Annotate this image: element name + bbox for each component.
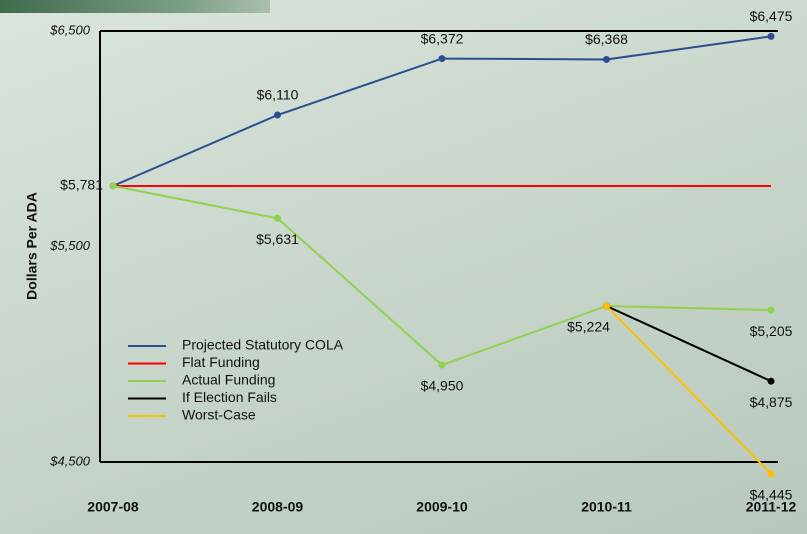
y-tick-label: $4,500	[49, 453, 91, 468]
data-point	[768, 470, 775, 477]
data-label: $6,372	[421, 30, 464, 46]
data-point	[768, 307, 775, 314]
data-point	[110, 182, 117, 189]
data-label: $5,781	[60, 177, 103, 193]
data-label: $5,224	[567, 319, 610, 335]
chart: Dollars Per ADA Projected Statutory COLA…	[0, 0, 807, 534]
data-point	[439, 362, 446, 369]
data-label: $4,950	[421, 378, 464, 394]
series-line	[607, 306, 772, 381]
legend-label: Worst-Case	[182, 407, 256, 423]
legend-label: If Election Fails	[182, 389, 277, 405]
data-point	[274, 112, 281, 119]
series-line	[607, 306, 772, 474]
x-tick-label: 2008-09	[252, 499, 304, 515]
legend-label: Flat Funding	[182, 354, 260, 370]
x-tick-label: 2007-08	[87, 499, 139, 515]
y-tick-label: $6,500	[49, 22, 91, 37]
x-tick-label: 2009-10	[416, 499, 468, 515]
data-point	[603, 56, 610, 63]
data-label: $5,205	[750, 323, 793, 339]
banner-decoration	[0, 0, 270, 13]
data-label: $5,631	[256, 231, 299, 247]
data-point	[439, 55, 446, 62]
data-point	[768, 33, 775, 40]
data-label: $6,475	[750, 8, 793, 24]
data-point	[603, 302, 610, 309]
data-label: $4,445	[750, 487, 793, 503]
data-label: $6,110	[257, 87, 299, 103]
legend-label: Actual Funding	[182, 372, 275, 388]
data-label: $6,368	[585, 31, 628, 47]
legend-label: Projected Statutory COLA	[182, 337, 344, 353]
data-point	[274, 215, 281, 222]
data-label: $4,875	[750, 394, 793, 410]
data-point	[768, 378, 775, 385]
y-tick-label: $5,500	[49, 238, 91, 253]
y-axis-title: Dollars Per ADA	[24, 192, 40, 300]
slide: Dollars Per ADA Projected Statutory COLA…	[0, 0, 807, 534]
x-tick-label: 2010-11	[581, 499, 632, 515]
